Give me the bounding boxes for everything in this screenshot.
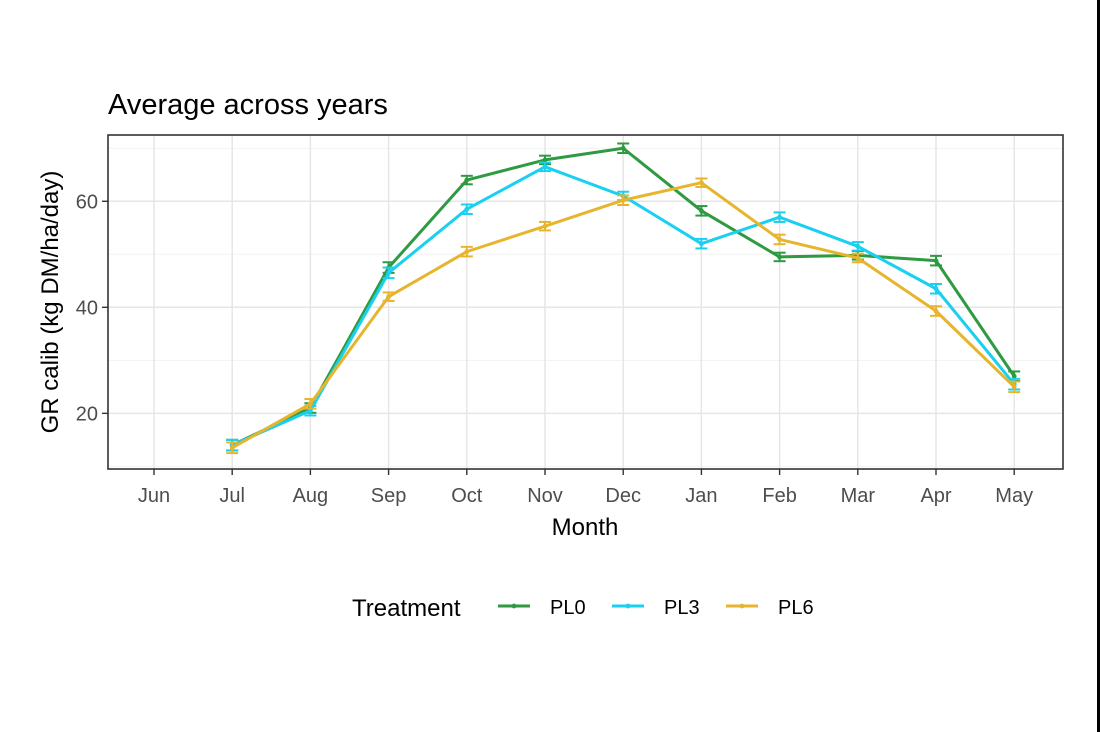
window-border [1097, 0, 1100, 732]
x-tick-label: Jun [138, 485, 170, 507]
series-layer [226, 142, 1021, 455]
data-point [1011, 373, 1017, 379]
legend-label-pl3: PL3 [664, 597, 700, 619]
y-axis: 20 40 60 [76, 191, 108, 425]
data-point [308, 401, 313, 407]
data-point [229, 445, 235, 451]
data-point [933, 308, 939, 314]
x-axis-title: Month [552, 514, 619, 541]
data-point [620, 145, 626, 151]
x-tick-label: Dec [605, 485, 641, 507]
data-point [386, 294, 391, 300]
x-tick-label: Nov [527, 485, 563, 507]
y-tick-label: 60 [76, 191, 98, 213]
legend: Treatment PL0 PL3 PL6 [352, 595, 814, 622]
data-point [464, 206, 470, 212]
plot-panel [108, 135, 1063, 469]
data-point [464, 249, 470, 255]
data-point [699, 208, 704, 214]
data-point [699, 180, 704, 186]
legend-key-point [511, 603, 517, 609]
legend-item-pl0: PL0 [498, 597, 586, 619]
x-axis: Jun Jul Aug Sep Oct Nov Dec Jan Feb Mar Apr May [138, 469, 1033, 507]
x-tick-label: Jul [219, 485, 245, 507]
legend-title: Treatment [352, 595, 461, 622]
data-point [855, 243, 861, 249]
series-pl6 [226, 177, 1021, 455]
panel-border [107, 134, 1064, 470]
data-point [542, 223, 548, 229]
x-tick-label: Jan [685, 485, 717, 507]
x-tick-label: Aug [293, 485, 329, 507]
legend-item-pl3: PL3 [612, 597, 700, 619]
data-point [933, 258, 939, 264]
data-point [620, 197, 626, 203]
x-tick-label: May [995, 485, 1033, 507]
data-point [386, 270, 391, 276]
legend-item-pl6: PL6 [726, 597, 814, 619]
x-tick-label: Feb [762, 485, 796, 507]
legend-label-pl6: PL6 [778, 597, 814, 619]
data-point [464, 177, 470, 183]
data-point [777, 254, 782, 260]
data-point [1011, 384, 1017, 390]
data-point [855, 255, 861, 261]
y-tick-label: 20 [76, 403, 98, 425]
data-point [777, 237, 782, 242]
x-tick-label: Mar [841, 485, 876, 507]
data-point [542, 157, 548, 163]
data-point [777, 214, 782, 220]
y-axis-title: GR calib (kg DM/ha/day) [37, 171, 64, 434]
legend-key-point [625, 603, 631, 609]
x-tick-label: Oct [451, 485, 483, 507]
data-point [933, 286, 939, 292]
data-point [542, 164, 548, 170]
x-tick-label: Apr [920, 485, 951, 507]
data-point [699, 241, 704, 247]
chart-title: Average across years [108, 89, 388, 121]
legend-label-pl0: PL0 [550, 597, 586, 619]
x-tick-label: Sep [371, 485, 407, 507]
y-tick-label: 40 [76, 297, 98, 319]
legend-key-point [739, 603, 745, 609]
